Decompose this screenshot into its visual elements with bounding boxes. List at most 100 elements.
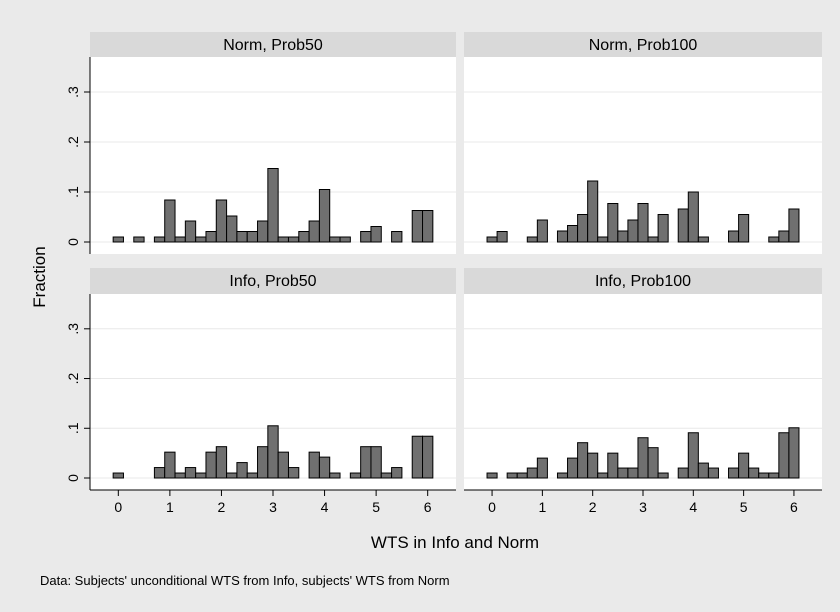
histogram-bar [287,236,300,243]
histogram-bar [607,203,619,243]
histogram-bar [411,435,424,479]
histogram-bar [647,447,659,479]
histogram-bar [506,472,518,479]
panel-4: Info, Prob100 0 1 2 3 4 5 6 [464,268,822,515]
histogram-bar [788,427,800,479]
histogram-bar [617,467,629,479]
histogram-bar [526,236,538,243]
histogram-bar [567,457,579,479]
y-tick-label: 0 [65,238,81,246]
histogram-bar [637,203,649,243]
histogram-bar [536,457,548,479]
panel-3: Info, Prob50 0 .1 .2 .3 0 1 2 3 4 5 6 [65,268,456,515]
panel-header [464,32,822,57]
histogram-bar [677,467,689,479]
histogram-bar [215,446,228,479]
x-tick-label: 2 [218,499,226,515]
histogram-bar [360,446,372,479]
histogram-bar [329,236,341,243]
histogram-bar [587,180,599,243]
x-tick-label: 5 [740,499,748,515]
histogram-bar [380,472,393,479]
x-tick-label: 1 [538,499,546,515]
histogram-bar [287,467,300,479]
histogram-bar [567,225,579,243]
panel-header [90,268,456,294]
histogram-bar [184,220,197,243]
y-tick-label: .2 [65,372,81,384]
histogram-bar [577,214,589,243]
y-tick-label: .2 [65,136,81,148]
histogram-bar [277,236,289,243]
footnote: Data: Subjects' unconditional WTS from I… [40,573,450,588]
histogram-bar [318,189,331,243]
histogram-bar [195,236,207,243]
histogram-bar [422,435,434,479]
histogram-bar [246,231,259,243]
x-tick-label: 1 [166,499,174,515]
histogram-bar [318,456,331,479]
histogram-bar [236,231,248,243]
histogram-bar [164,451,176,479]
y-tick-label: 0 [65,474,81,482]
histogram-bar [267,168,279,243]
y-tick-label: .3 [65,323,81,335]
histogram-bar [778,432,790,479]
histogram-bar [411,210,424,243]
histogram-bar [215,199,228,243]
histogram-bar [205,451,217,479]
x-tick-label: 6 [424,499,432,515]
histogram-bar [205,231,217,243]
histogram-bar [587,452,599,479]
histogram-bar [329,472,341,479]
histogram-bar [687,191,699,243]
x-axis-label: WTS in Info and Norm [371,533,539,552]
histogram-bar [748,467,760,479]
y-tick-label: .1 [65,186,81,198]
y-tick-label: .1 [65,422,81,434]
histogram-bar [738,452,750,479]
histogram-bar [339,236,351,243]
panel-header [90,32,456,57]
panel-1: Norm, Prob50 0 .1 .2 .3 [65,32,456,254]
histogram-bar [728,230,740,243]
histogram-bar [637,437,649,479]
histogram-bar [788,208,800,243]
histogram-bar [257,220,269,243]
histogram-bar [627,467,639,479]
histogram-bar [617,230,629,243]
histogram-bar [758,472,770,479]
histogram-bar [174,472,186,479]
histogram-bar [267,425,279,479]
histogram-bar [516,472,528,479]
histogram-bar [246,472,259,479]
histogram-bar [195,472,207,479]
histogram-bar [486,236,498,243]
y-tick-label: .3 [65,86,81,98]
x-tick-label: 2 [589,499,597,515]
histogram-bar [236,462,248,479]
histogram-bar [257,446,269,479]
panel-title: Norm, Prob100 [589,37,698,54]
histogram-bar [391,467,403,479]
histogram-bar [768,236,780,243]
histogram-bar [577,442,589,479]
panel-header [464,268,822,294]
x-tick-label: 5 [372,499,380,515]
panel-2: Norm, Prob100 [464,32,822,254]
histogram-bar [647,236,659,243]
panel-title: Norm, Prob50 [223,37,323,54]
histogram-bar [226,472,238,479]
histogram-bar [112,472,124,479]
histogram-bar [308,451,320,479]
histogram-bar [657,214,669,243]
histogram-bar [768,472,780,479]
histogram-bar [556,230,569,243]
histogram-bar [496,231,508,243]
histogram-bar [597,236,609,243]
histogram-bar [728,467,740,479]
histogram-bar [184,467,197,479]
histogram-bar [112,236,124,243]
histogram-bar [556,472,569,479]
